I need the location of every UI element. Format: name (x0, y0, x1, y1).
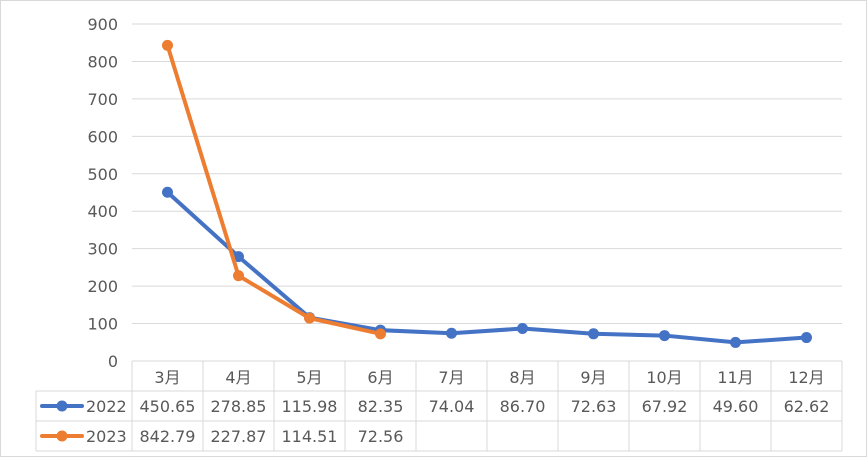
legend-marker (56, 430, 68, 442)
data-label: 72.56 (358, 427, 404, 446)
data-point (801, 332, 812, 344)
data-label: 49.60 (713, 397, 759, 416)
x-tick-label: 7月 (438, 368, 464, 387)
data-label: 62.62 (784, 397, 830, 416)
data-label: 450.65 (140, 397, 196, 416)
x-tick-label: 9月 (580, 368, 606, 387)
data-point (375, 328, 386, 340)
y-tick-label: 600 (87, 127, 118, 146)
data-label: 86.70 (500, 397, 546, 416)
data-point (233, 251, 244, 263)
data-label: 67.92 (642, 397, 688, 416)
y-tick-label: 400 (87, 202, 118, 221)
data-label: 842.79 (140, 427, 196, 446)
data-point (233, 270, 244, 282)
x-tick-label: 5月 (296, 368, 322, 387)
data-point (517, 323, 528, 335)
series-lines (162, 39, 812, 348)
x-tick-label: 11月 (717, 368, 753, 387)
x-tick-label: 3月 (154, 368, 180, 387)
legend-label: 2022 (86, 397, 127, 416)
y-tick-label: 900 (87, 15, 118, 34)
series-line-2023 (165, 43, 383, 336)
data-point (659, 330, 670, 342)
data-point (446, 327, 457, 339)
x-tick-label: 10月 (646, 368, 682, 387)
y-tick-label: 700 (87, 90, 118, 109)
x-tick-label: 12月 (788, 368, 824, 387)
y-tick-label: 800 (87, 52, 118, 71)
data-label: 114.51 (282, 427, 338, 446)
data-point (162, 186, 173, 198)
legend-label: 2023 (86, 427, 127, 446)
data-table: 3月 4月 5月 6月 7月 8月 9月 10月 11月 12月 2022 450.65 278.85 1… (35, 360, 843, 452)
x-tick-label: 4月 (225, 368, 251, 387)
x-tick-label: 8月 (509, 368, 535, 387)
legend-marker (56, 400, 68, 412)
y-tick-label: 0 (108, 352, 118, 371)
data-point (162, 39, 173, 51)
y-tick-label: 500 (87, 165, 118, 184)
data-label: 227.87 (211, 427, 267, 446)
series-line-2022 (165, 190, 809, 345)
data-label: 72.63 (571, 397, 617, 416)
data-point (304, 312, 315, 324)
y-tick-label: 200 (87, 277, 118, 296)
y-tick-label: 300 (87, 240, 118, 259)
data-label: 82.35 (358, 397, 404, 416)
data-point (730, 336, 741, 348)
data-point (588, 328, 599, 340)
data-label: 115.98 (282, 397, 338, 416)
y-tick-label: 100 (87, 315, 118, 334)
gridlines (132, 23, 842, 325)
x-tick-label: 6月 (367, 368, 393, 387)
data-label: 278.85 (211, 397, 267, 416)
y-axis-labels: 0 100 200 300 400 500 600 700 800 900 (87, 15, 118, 371)
data-label: 74.04 (429, 397, 475, 416)
